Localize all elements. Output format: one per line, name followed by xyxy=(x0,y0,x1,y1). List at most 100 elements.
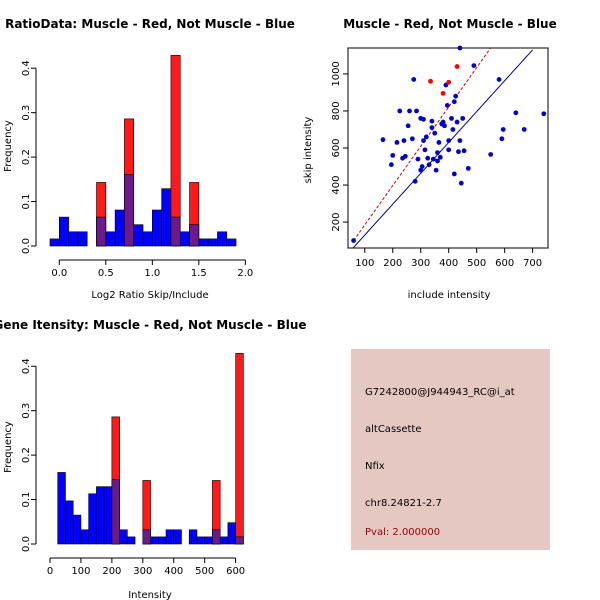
info-pval: Pval: 2.000000 xyxy=(365,527,441,538)
chart1-bar-blue xyxy=(77,231,88,247)
chart2-point-blue xyxy=(541,111,547,117)
chart2-point-blue xyxy=(442,123,447,129)
chart3-bar-blue xyxy=(119,529,128,545)
chart3-ylabel: Frequency xyxy=(3,421,14,473)
chart2-point-blue xyxy=(388,162,394,168)
chart1-ylabel: Frequency xyxy=(3,120,14,172)
chart2-point-blue xyxy=(460,115,466,121)
chart2-point-blue xyxy=(461,148,467,154)
chart2-point-blue xyxy=(451,99,457,105)
chart3-bar-red xyxy=(235,353,244,545)
info-panel: G7242800@J944943_RC@i_at altCassette Nfi… xyxy=(351,349,550,550)
chart2-point-blue xyxy=(437,154,443,160)
chart1-bar-blue xyxy=(105,231,116,247)
chart2-point-blue xyxy=(412,178,418,184)
chart2-point-blue xyxy=(471,63,477,68)
chart3-bar-blue xyxy=(103,486,113,545)
chart2-point-blue xyxy=(521,127,527,132)
chart1-y-tick-label: 0.3 xyxy=(21,105,32,121)
chart2-point-blue xyxy=(446,138,452,143)
chart2-point-blue xyxy=(454,119,460,125)
chart3-bar-blue xyxy=(157,536,167,545)
chart3-y-tick-label: 0.1 xyxy=(21,492,32,508)
chart2-point-blue xyxy=(513,110,519,116)
chart1-bar-blue xyxy=(133,224,144,247)
chart2-x-tick-label: 600 xyxy=(495,258,514,269)
chart1-y-tick-label: 0.0 xyxy=(21,238,32,254)
chart2-point-blue xyxy=(440,119,446,125)
chart2-point-blue xyxy=(451,171,457,177)
chart2-point-blue xyxy=(418,115,424,121)
chart2-point-blue xyxy=(390,153,396,158)
chart3-bar-blue xyxy=(188,529,198,545)
chart2-point-red xyxy=(428,78,433,84)
chart1-bar-blue xyxy=(198,238,209,247)
chart2-xlabel: include intensity xyxy=(408,290,491,301)
chart1-bar-overlap xyxy=(170,216,181,247)
chart2-ylabel: skip intensity xyxy=(303,117,314,184)
chart3-x-tick-label: 600 xyxy=(226,566,245,577)
chart2-point-blue xyxy=(435,150,440,156)
chart3-x-tick-label: 200 xyxy=(102,566,121,577)
chart1-x-tick-label: 0.5 xyxy=(98,268,114,279)
chart2-point-blue xyxy=(411,77,417,82)
info-event: altCassette xyxy=(365,424,422,435)
chart2-point-blue xyxy=(457,138,463,143)
chart2-x-tick-label: 400 xyxy=(439,258,458,269)
chart3-bar-blue xyxy=(88,493,97,545)
chart2-y-tick-label: 1000 xyxy=(331,61,342,86)
chart2-point-blue xyxy=(421,138,426,143)
chart2-point-blue xyxy=(500,127,506,132)
chart1-title: RatioData: Muscle - Red, Not Muscle - Bl… xyxy=(5,17,295,31)
chart1-x-tick-label: 1.0 xyxy=(144,268,160,279)
chart2-title: Muscle - Red, Not Muscle - Blue xyxy=(343,17,557,31)
chart3-bar-blue xyxy=(72,514,82,545)
chart3-bar-blue xyxy=(227,522,236,545)
chart1-x-tick-label: 2.0 xyxy=(237,268,253,279)
chart2-point-blue xyxy=(405,123,411,129)
chart2-x-tick-label: 500 xyxy=(467,258,486,269)
chart2-point-blue xyxy=(419,164,425,169)
chart2-point-blue xyxy=(407,108,412,114)
chart3-bar-blue xyxy=(196,536,205,545)
chart1-bar-blue xyxy=(226,238,237,247)
chart2-point-blue xyxy=(409,136,415,142)
chart2-point-blue xyxy=(465,165,471,171)
chart2-point-red xyxy=(454,64,460,69)
chart2-y-tick-label: 800 xyxy=(331,101,342,120)
chart1-bar-overlap xyxy=(96,216,107,247)
chart3-xlabel: Intensity xyxy=(128,590,172,600)
chart3-bar-blue xyxy=(219,536,229,545)
chart3-y-tick-label: 0.0 xyxy=(21,536,32,552)
chart1-x-tick-label: 1.5 xyxy=(191,268,207,279)
chart1-bar-blue xyxy=(217,231,228,247)
chart2-point-blue xyxy=(449,115,454,121)
chart2-point-blue xyxy=(456,149,461,155)
chart1-bar-overlap xyxy=(124,174,135,247)
chart1-bar-blue xyxy=(152,209,162,247)
chart2-point-blue xyxy=(402,153,408,159)
chart1-bar-blue xyxy=(179,231,190,247)
chart2-point-blue xyxy=(446,147,452,153)
chart2-y-tick-label: 600 xyxy=(331,138,342,157)
chart1-y-tick-label: 0.2 xyxy=(21,149,32,165)
chart2-point-blue xyxy=(496,77,502,82)
chart2-point-blue xyxy=(458,180,464,186)
chart2-point-blue xyxy=(380,137,386,143)
chart1-bar-blue xyxy=(142,231,153,247)
chart3-title: Gene Itensity: Muscle - Red, Not Muscle … xyxy=(0,318,307,332)
chart3-bar-overlap xyxy=(212,529,221,545)
chart2-point-blue xyxy=(435,158,440,164)
chart3-bar-blue xyxy=(165,529,175,545)
chart2-point-red xyxy=(440,90,446,96)
chart1-y-tick-label: 0.1 xyxy=(21,194,32,210)
chart3-bar-blue xyxy=(65,500,74,545)
chart1-bar-blue xyxy=(161,188,172,247)
chart3-bar-blue xyxy=(57,472,66,545)
chart1-xlabel: Log2 Ratio Skip/Include xyxy=(91,290,208,301)
chart2-point-blue xyxy=(414,108,419,114)
chart2-point-blue xyxy=(394,140,400,145)
chart2-blue-fit-line xyxy=(352,49,533,248)
chart3-bar-blue xyxy=(80,529,89,545)
